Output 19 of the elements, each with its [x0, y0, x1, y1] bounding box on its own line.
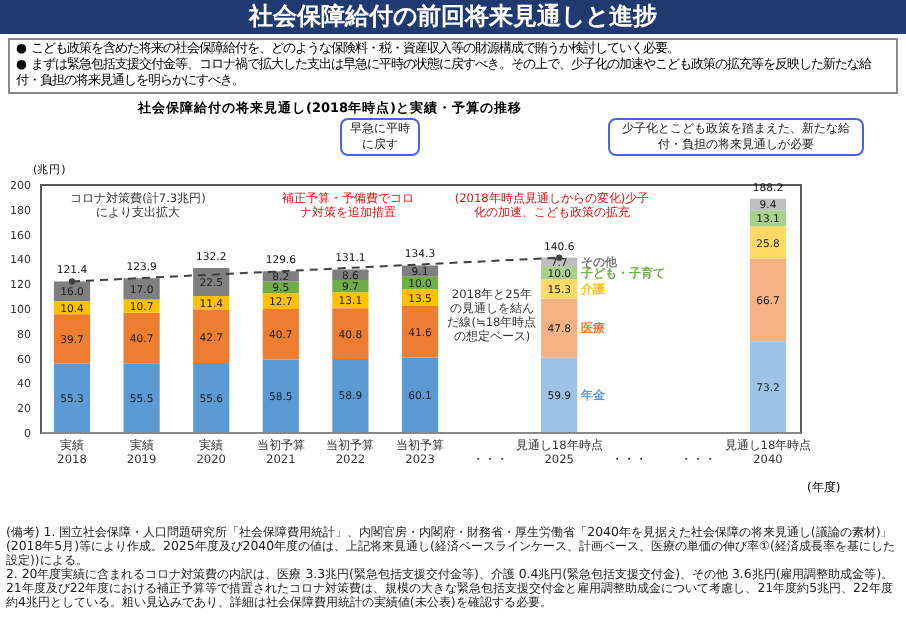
- bar: [53, 314, 91, 364]
- bar: [749, 341, 787, 432]
- bar: [193, 310, 230, 364]
- bar: [541, 298, 578, 358]
- bar: [53, 363, 91, 432]
- bar: [541, 357, 578, 432]
- bar: [401, 305, 439, 358]
- bar: [123, 363, 160, 432]
- bar: [332, 358, 369, 432]
- bar: [332, 308, 369, 359]
- bar: [749, 210, 787, 227]
- bar: [749, 258, 787, 342]
- chart-title: 社会保障給付の前回将来見通しと進捗: [0, 0, 906, 34]
- bar: [123, 312, 160, 364]
- bar: [262, 308, 299, 360]
- bar: [193, 363, 230, 432]
- bar: [401, 357, 439, 432]
- bar: [262, 359, 299, 432]
- bar: [749, 226, 787, 259]
